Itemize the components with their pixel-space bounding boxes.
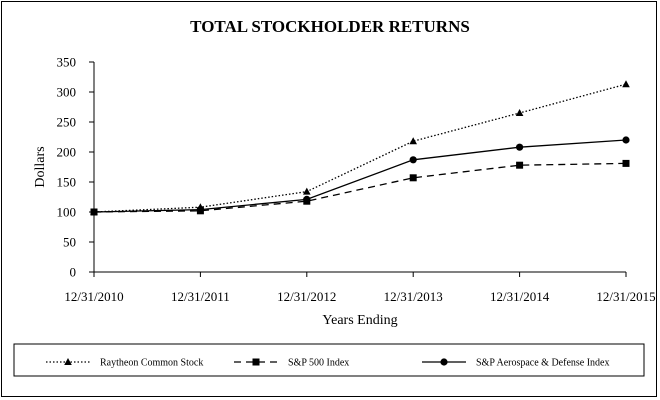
y-tick-label: 250 — [57, 115, 77, 130]
y-ticks: 0 50 100 150 200 250 300 350 — [57, 55, 94, 280]
chart-title: TOTAL STOCKHOLDER RETURNS — [190, 17, 470, 36]
y-tick-label: 350 — [57, 55, 77, 70]
series-line — [93, 83, 627, 213]
series-2 — [90, 136, 630, 216]
data-point-triangle — [409, 137, 417, 145]
data-point-circle — [196, 206, 204, 214]
data-point-triangle — [622, 80, 630, 88]
series-line — [93, 139, 627, 213]
legend-label: S&P Aerospace & Defense Index — [476, 358, 609, 369]
legend-swatch-marker — [252, 358, 260, 366]
data-point-triangle — [515, 109, 524, 116]
data-point-triangle — [303, 187, 311, 195]
x-axis-title: Years Ending — [322, 313, 397, 328]
y-tick-label: 150 — [57, 175, 77, 190]
data-point-circle — [409, 156, 417, 164]
data-point-square — [409, 174, 417, 182]
legend-item: Raytheon Common Stock — [46, 358, 203, 369]
x-tick-label: 12/31/2012 — [277, 289, 336, 304]
y-tick-label: 50 — [63, 235, 76, 250]
data-point-circle — [516, 143, 524, 151]
legend-swatch-marker — [440, 358, 448, 366]
y-tick-label: 0 — [70, 265, 77, 280]
legend-item: S&P Aerospace & Defense Index — [422, 358, 609, 369]
x-ticks: 12/31/2010 12/31/2011 12/31/2012 12/31/2013… — [64, 272, 656, 304]
y-axis-title: Dollars — [33, 146, 48, 187]
series-1 — [90, 159, 630, 216]
x-tick-label: 12/31/2010 — [64, 289, 123, 304]
data-point-circle — [622, 136, 630, 144]
x-tick-label: 12/31/2011 — [171, 289, 230, 304]
y-tick-label: 200 — [57, 145, 77, 160]
series-layer — [90, 80, 630, 216]
legend-box — [13, 343, 645, 377]
data-point-square — [622, 159, 630, 167]
data-point-circle — [90, 208, 98, 216]
x-tick-label: 12/31/2015 — [596, 289, 655, 304]
data-point-circle — [303, 195, 311, 203]
x-tick-label: 12/31/2014 — [490, 289, 550, 304]
legend: Raytheon Common Stock S&P 500 Index S&P Ae… — [13, 343, 645, 377]
legend-label: S&P 500 Index — [288, 358, 349, 369]
data-point-square — [516, 161, 524, 169]
y-tick-label: 100 — [57, 205, 77, 220]
legend-item: S&P 500 Index — [234, 358, 349, 369]
x-tick-label: 12/31/2013 — [384, 289, 443, 304]
legend-label: Raytheon Common Stock — [100, 358, 203, 369]
y-tick-label: 300 — [57, 85, 77, 100]
series-0 — [90, 80, 630, 215]
series-line — [93, 162, 627, 213]
legend-swatch-marker — [64, 358, 72, 365]
